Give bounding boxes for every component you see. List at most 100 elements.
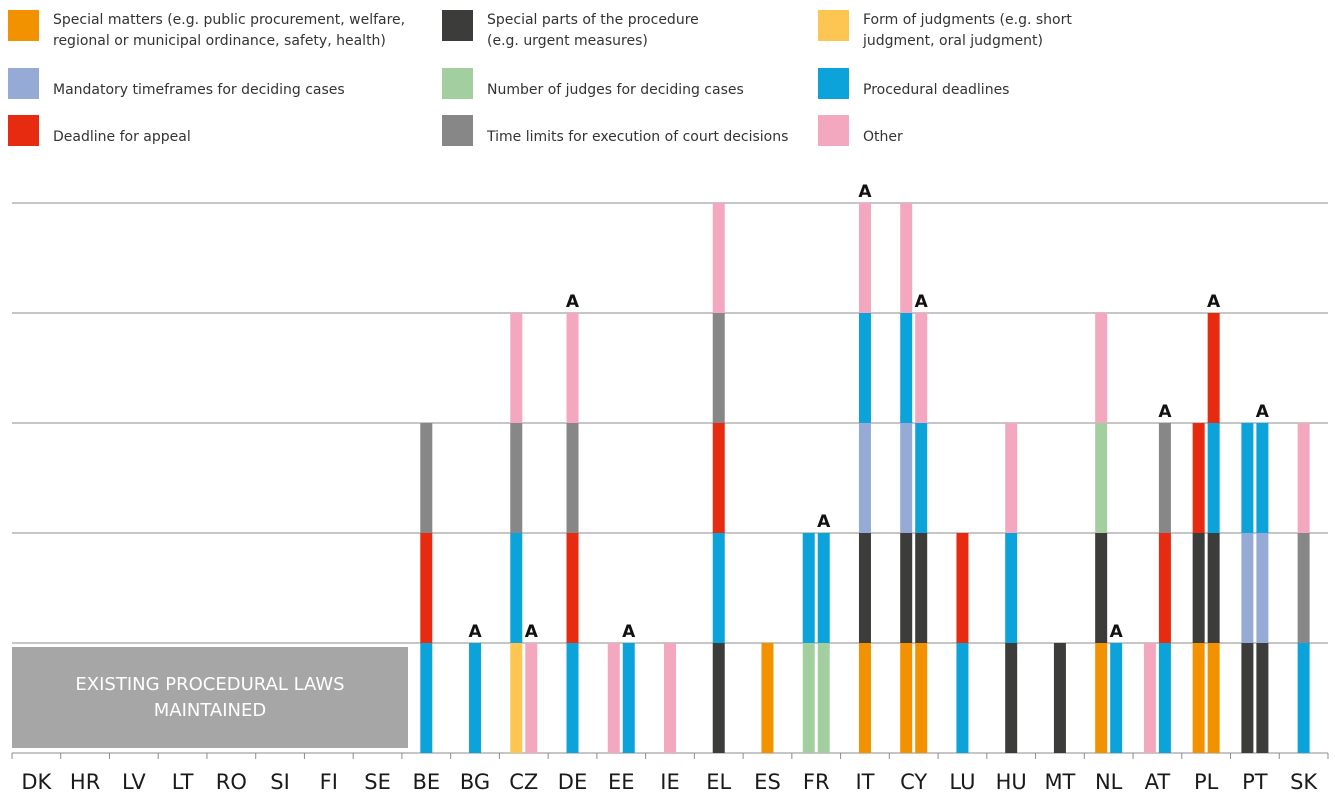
bar-segment (1158, 423, 1171, 533)
legend-item-procedural-deadlines: Procedural deadlines (818, 68, 1009, 101)
bar-segment (712, 423, 725, 533)
bar-segment (1256, 423, 1269, 533)
bar-segment (817, 533, 830, 643)
legend-label-procedural-deadlines: Procedural deadlines (863, 82, 1010, 98)
bar-segment (1207, 643, 1220, 753)
annotation-marker: A (468, 622, 482, 642)
legend-item-mandatory-timeframes: Mandatory timeframes for deciding cases (8, 68, 345, 101)
x-tick-label: SK (1290, 770, 1318, 794)
bar-segment (900, 643, 913, 753)
legend-item-time-limits-execution: Time limits for execution of court decis… (442, 115, 788, 148)
bar-segment (664, 643, 676, 753)
legend-label-other: Other (863, 129, 903, 145)
x-tick-label: SI (270, 770, 290, 794)
bar-segment (566, 313, 579, 423)
legend-label-time-limits-execution: Time limits for execution of court decis… (487, 129, 789, 145)
bar-segment (1143, 643, 1156, 753)
bar-segment (712, 643, 725, 753)
x-tick-label: RO (216, 770, 247, 794)
annotation-marker: A (1207, 292, 1221, 312)
x-tick-label: BE (412, 770, 440, 794)
bar-segment (1095, 313, 1108, 423)
x-tick-label: CY (900, 770, 927, 794)
x-tick-label: DK (21, 770, 52, 794)
bar-segment (915, 313, 928, 423)
bar-segment (1256, 533, 1269, 643)
x-tick-label: LT (172, 770, 194, 794)
annotation-marker: A (817, 512, 831, 532)
legend-item-special-matters: Special matters (e.g. public procurement… (8, 10, 405, 52)
bar-segment (1297, 533, 1310, 643)
x-tick-label: SE (364, 770, 391, 794)
legend-swatch-special-parts (442, 10, 473, 41)
annotation-marker: A (1110, 622, 1124, 642)
x-tick-label: DE (558, 770, 587, 794)
bar-segment (1241, 643, 1254, 753)
legend-swatch-form-judgments (818, 10, 849, 41)
bar-segment (1110, 643, 1123, 753)
bar-segment (1005, 533, 1018, 643)
bar-segment (510, 313, 523, 423)
bar-segment (1207, 533, 1220, 643)
bar-segment (712, 203, 725, 313)
legend: Special matters (e.g. public procurement… (0, 0, 1335, 160)
bar-segment (420, 533, 433, 643)
x-tick-label: HU (996, 770, 1027, 794)
legend-item-number-judges: Number of judges for deciding cases (442, 68, 744, 101)
bar-segment (510, 533, 523, 643)
bar-segment (1192, 643, 1205, 753)
bar-segment (915, 423, 928, 533)
annotation-marker: A (525, 622, 539, 642)
bar-segment (1192, 423, 1205, 533)
annotation-marker: A (566, 292, 580, 312)
bar-segment (1241, 533, 1254, 643)
legend-swatch-number-judges (442, 68, 473, 99)
bar-segment (1297, 643, 1310, 753)
bar-segment (1192, 533, 1205, 643)
legend-item-other: Other (818, 115, 903, 148)
legend-label-form-judgments: Form of judgments (e.g. short judgment, … (863, 12, 1072, 49)
legend-item-deadline-appeal: Deadline for appeal (8, 115, 191, 148)
legend-swatch-deadline-appeal (8, 115, 39, 146)
bar-segment (915, 643, 928, 753)
bar-segment (1256, 643, 1269, 753)
bar-segment (915, 533, 928, 643)
annotation-marker: A (1256, 402, 1270, 422)
bar-segment (858, 533, 871, 643)
bar-segment (510, 643, 523, 753)
legend-label-deadline-appeal: Deadline for appeal (53, 129, 191, 145)
legend-label-special-matters: Special matters (e.g. public procurement… (53, 12, 406, 49)
bar-segment (525, 643, 538, 753)
bar-segment (712, 313, 725, 423)
bar-segment (1297, 423, 1310, 533)
bar-segment (956, 643, 969, 753)
x-tick-label: MT (1044, 770, 1075, 794)
x-tick-label: ES (754, 770, 781, 794)
legend-swatch-time-limits-execution (442, 115, 473, 146)
legend-label-number-judges: Number of judges for deciding cases (487, 82, 744, 98)
bar-segment (900, 313, 913, 423)
x-tick-label: EE (608, 770, 635, 794)
bar-segment (712, 533, 725, 643)
bar-segment (420, 423, 433, 533)
x-tick-label: PT (1242, 770, 1268, 794)
annotation-marker: A (915, 292, 929, 312)
bar-segment (761, 643, 774, 753)
bar-segment (510, 423, 523, 533)
x-tick-label: FI (320, 770, 338, 794)
bar-segment (420, 643, 433, 753)
x-tick-label: IT (855, 770, 874, 794)
bar-segment (1158, 533, 1171, 643)
existing-procedural-laws-box: EXISTING PROCEDURAL LAWS MAINTAINED (12, 647, 408, 748)
bar-segment (900, 423, 913, 533)
bar-segment (566, 533, 579, 643)
bar-segment (1207, 313, 1220, 423)
annotation-marker: A (858, 182, 872, 202)
bar-segment (566, 423, 579, 533)
bar-segment (469, 643, 482, 753)
bar-segment (1095, 533, 1108, 643)
x-tick-label: CZ (509, 770, 538, 794)
x-tick-label: HR (70, 770, 100, 794)
x-tick-label: FR (803, 770, 830, 794)
x-tick-label: PL (1194, 770, 1219, 794)
